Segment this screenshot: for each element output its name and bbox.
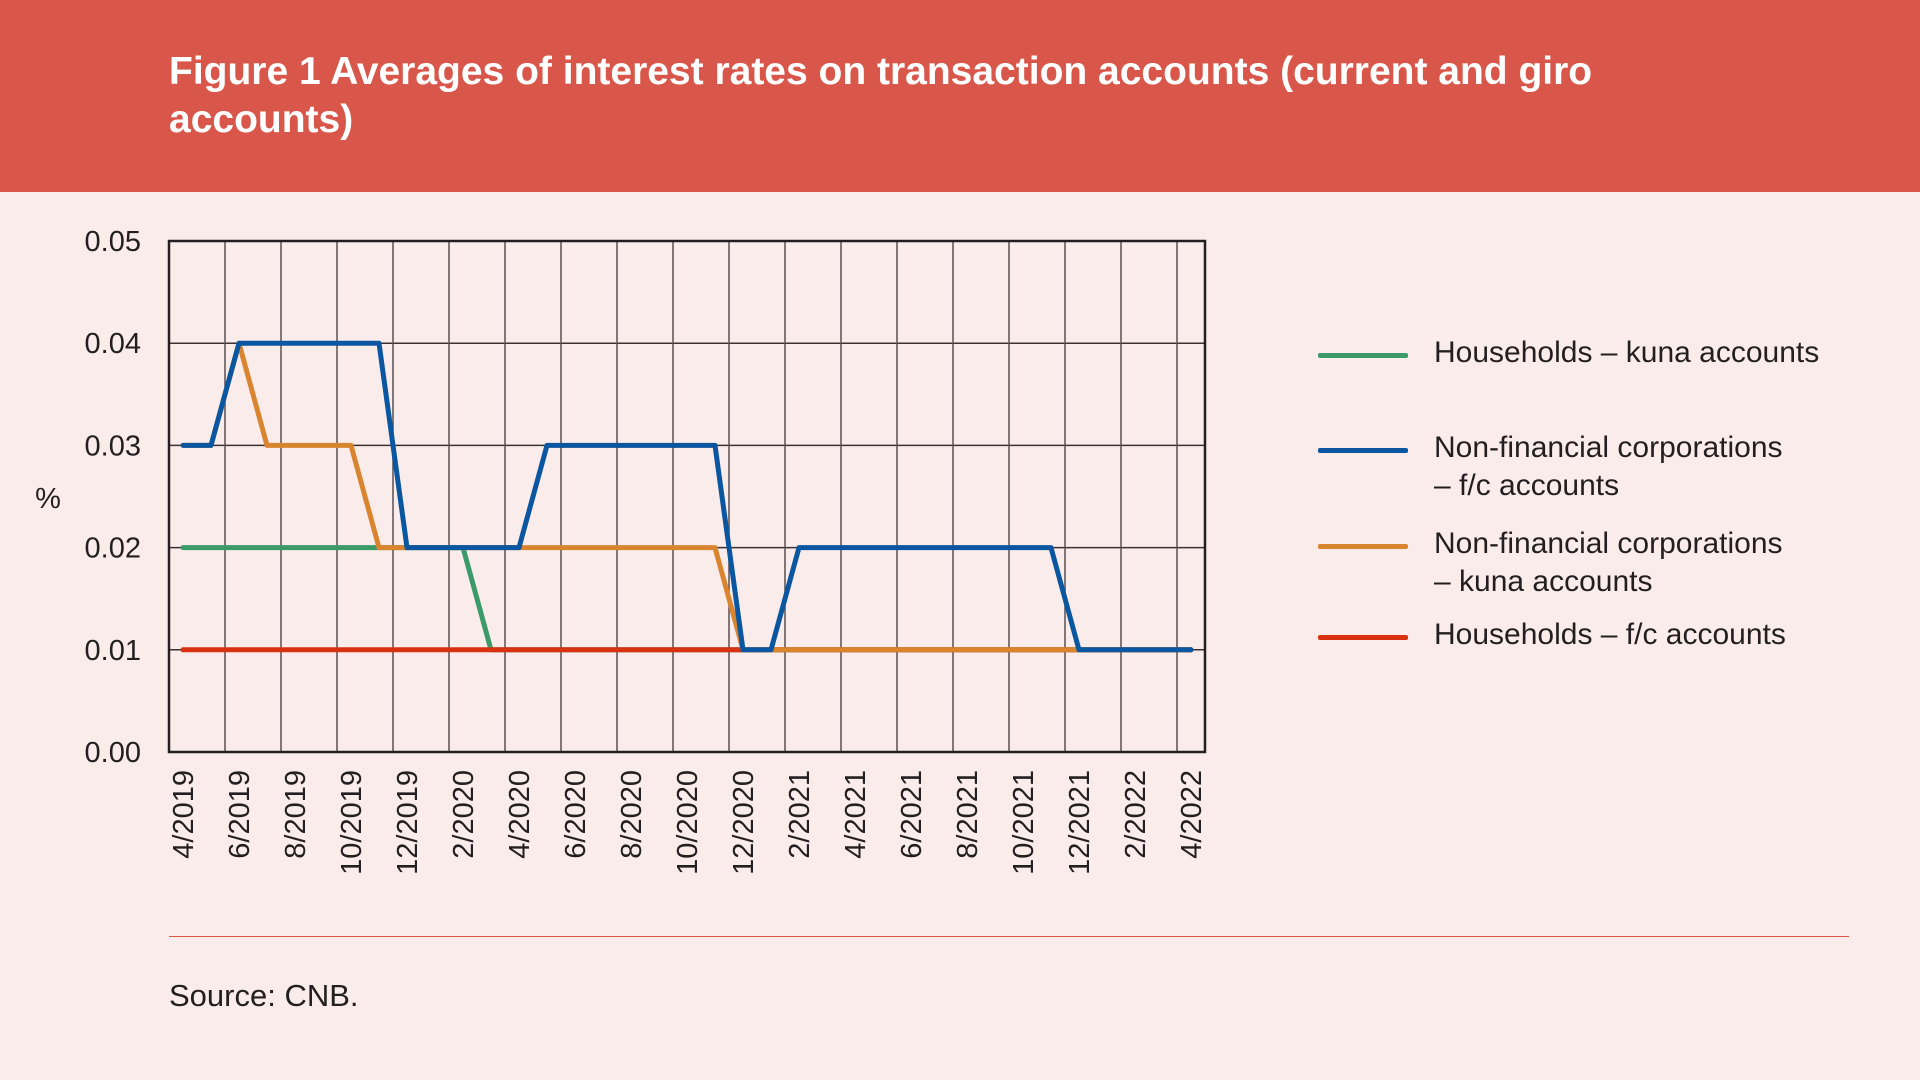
legend-label: Households – f/c accounts bbox=[1434, 618, 1786, 651]
plot-frame bbox=[167, 239, 1207, 754]
x-tick-label: 6/2019 bbox=[224, 770, 256, 859]
y-tick-label: 0.02 bbox=[85, 533, 141, 565]
y-tick-label: 0.01 bbox=[85, 635, 141, 667]
x-tick-label: 12/2021 bbox=[1064, 770, 1096, 875]
legend-swatch bbox=[1318, 448, 1408, 453]
x-tick-label: 6/2020 bbox=[560, 770, 592, 859]
y-tick-label: 0.00 bbox=[85, 737, 141, 769]
legend-swatch bbox=[1318, 635, 1408, 640]
x-tick-label: 2/2020 bbox=[448, 770, 480, 859]
legend-label: Non-financial corporations – kuna accoun… bbox=[1434, 527, 1783, 598]
x-tick-label: 6/2021 bbox=[896, 770, 928, 859]
x-tick-label: 12/2020 bbox=[728, 770, 760, 875]
y-tick-label: 0.05 bbox=[85, 226, 141, 258]
series-line bbox=[180, 545, 1194, 653]
source-note: Source: CNB. bbox=[169, 978, 359, 1013]
series-line bbox=[180, 340, 1194, 653]
y-tick-label: 0.03 bbox=[85, 430, 141, 462]
x-tick-label: 4/2020 bbox=[504, 770, 536, 859]
figure-title: Figure 1 Averages of interest rates on t… bbox=[169, 50, 1593, 141]
y-tick-label: 0.04 bbox=[85, 328, 141, 360]
x-tick-label: 8/2019 bbox=[280, 770, 312, 859]
figure-header: Figure 1 Averages of interest rates on t… bbox=[0, 0, 1920, 192]
x-tick-label: 8/2020 bbox=[616, 770, 648, 859]
x-tick-label: 2/2022 bbox=[1120, 770, 1152, 859]
x-tick-label: 10/2020 bbox=[672, 770, 704, 875]
x-tick-label: 2/2021 bbox=[784, 770, 816, 859]
legend-swatch bbox=[1318, 544, 1408, 549]
x-tick-label: 4/2021 bbox=[840, 770, 872, 859]
legend-label: Non-financial corporations – f/c account… bbox=[1434, 431, 1783, 502]
legend-swatch bbox=[1318, 353, 1408, 358]
x-tick-label: 4/2019 bbox=[168, 770, 200, 859]
y-axis-label: % bbox=[35, 483, 61, 515]
x-tick-label: 10/2021 bbox=[1008, 770, 1040, 875]
divider bbox=[169, 936, 1849, 937]
legend-label: Households – kuna accounts bbox=[1434, 336, 1820, 369]
x-tick-label: 4/2022 bbox=[1176, 770, 1208, 859]
x-tick-label: 10/2019 bbox=[336, 770, 368, 875]
x-tick-label: 8/2021 bbox=[952, 770, 984, 859]
x-tick-label: 12/2019 bbox=[392, 770, 424, 875]
series-line bbox=[180, 340, 1194, 653]
